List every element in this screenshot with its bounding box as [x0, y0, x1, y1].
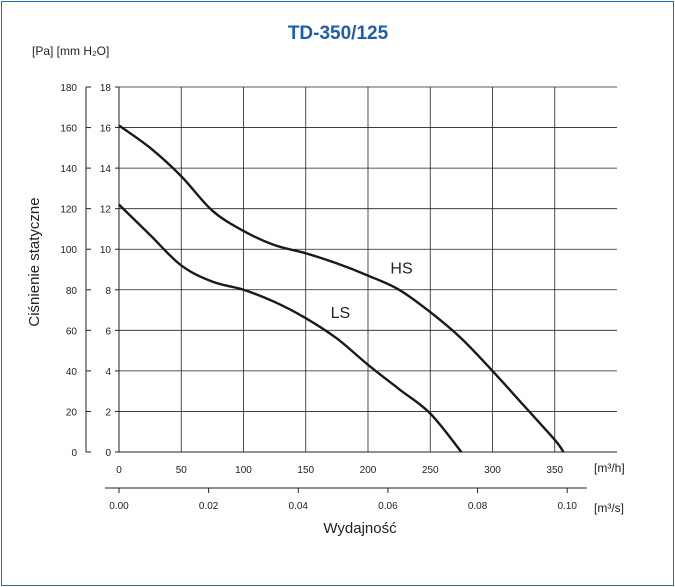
x-unit-primary: [m³/h]	[594, 461, 625, 475]
series-label-ls: LS	[331, 305, 351, 322]
x-axis-title: Wydajność	[323, 520, 397, 537]
y-mm-tick-label: 4	[105, 367, 111, 378]
y-pa-tick-label: 60	[66, 326, 78, 337]
y-mm-tick-label: 14	[100, 164, 112, 175]
x-primary-tick-label: 250	[422, 465, 439, 476]
x-primary-tick-label: 300	[484, 465, 501, 476]
x-secondary-tick-label: 0.08	[468, 501, 488, 512]
series-line-ls	[118, 203, 463, 453]
y-mm-tick-label: 10	[100, 245, 112, 256]
y-mm-tick-label: 12	[100, 205, 112, 216]
y-mm-tick-label: 16	[100, 124, 112, 135]
x-secondary-tick-label: 0.04	[289, 501, 309, 512]
y-mm-tick-label: 0	[105, 448, 111, 459]
x-primary-tick-label: 50	[176, 465, 188, 476]
y-mm-tick-label: 18	[100, 83, 112, 94]
y-pa-tick-label: 160	[60, 124, 77, 135]
y-pa-tick-label: 80	[66, 286, 78, 297]
series-label-hs: HS	[390, 261, 412, 278]
x-primary-tick-label: 100	[235, 465, 252, 476]
x-secondary-tick-label: 0.06	[378, 501, 398, 512]
x-primary-tick-label: 350	[546, 465, 563, 476]
x-primary-tick-label: 150	[297, 465, 314, 476]
y-units-label: [Pa] [mm H₂O]	[32, 44, 109, 58]
y-mm-tick-label: 6	[105, 326, 111, 337]
x-unit-secondary: [m³/s]	[594, 501, 624, 515]
y-pa-tick-label: 0	[71, 448, 77, 459]
x-secondary-tick-label: 0.10	[557, 501, 577, 512]
y-pa-tick-label: 120	[60, 205, 77, 216]
y-pa-tick-label: 40	[66, 367, 78, 378]
x-primary-tick-label: 200	[360, 465, 377, 476]
chart-title: TD-350/125	[288, 23, 389, 44]
x-secondary-tick-label: 0.00	[109, 501, 129, 512]
y-mm-tick-label: 2	[105, 407, 111, 418]
series-group: HS LS	[118, 124, 565, 453]
y-axis-title: Ciśnienie statyczne	[26, 197, 43, 326]
y-pa-tick-label: 180	[60, 83, 77, 94]
axes	[85, 86, 617, 493]
x-primary-tick-label: 0	[116, 465, 122, 476]
y-pa-tick-label: 20	[66, 407, 78, 418]
y-pa-tick-label: 100	[60, 245, 77, 256]
grid	[119, 86, 617, 452]
x-secondary-tick-label: 0.02	[199, 501, 219, 512]
y-mm-tick-label: 8	[105, 286, 111, 297]
series-line-hs	[118, 124, 565, 453]
y-pa-tick-label: 140	[60, 164, 77, 175]
tick-labels: 0204060801001201401601800246810121416180…	[60, 83, 577, 512]
